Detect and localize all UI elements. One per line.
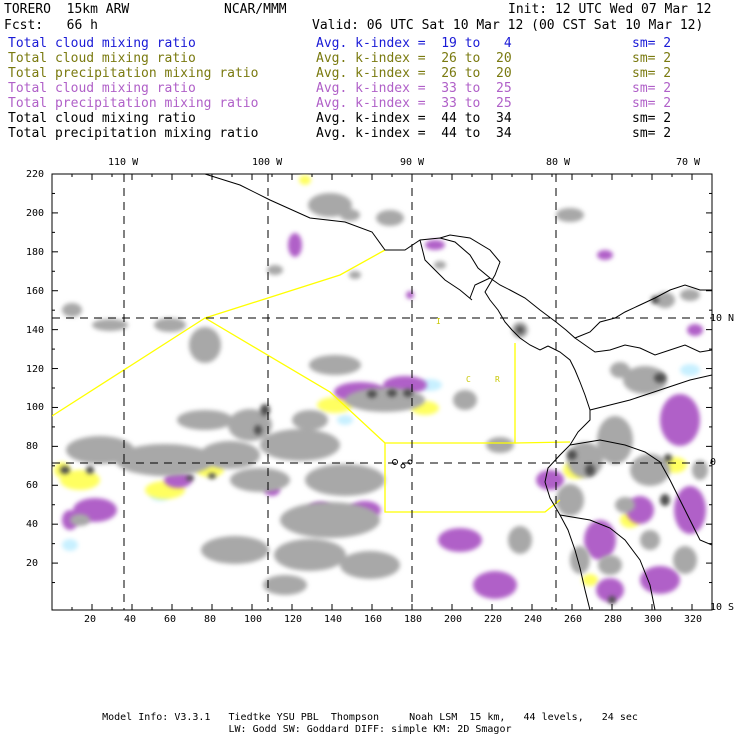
field-name: Total cloud mixing ratio [8, 111, 196, 126]
x-tick-label: 180 [404, 614, 423, 625]
field-kindex: Avg. k-index = 33 to 25 [316, 96, 512, 111]
field-smoothing: sm= 2 [632, 111, 672, 126]
field-kindex: Avg. k-index = 33 to 25 [316, 81, 512, 96]
model-info-line2: LW: Godd SW: Goddard DIFF: simple KM: 2D… [228, 724, 512, 735]
coastlines [204, 174, 712, 610]
x-tick-label: 80 [204, 614, 217, 625]
longitude-label: 70 W [676, 157, 701, 168]
field-kindex: Avg. k-index = 26 to 20 [316, 51, 512, 66]
y-tick-label: 160 [26, 285, 45, 297]
field-kindex: Avg. k-index = 19 to 4 [316, 36, 512, 51]
y-tick-label: 180 [26, 246, 45, 258]
center-name: NCAR/MMM [224, 2, 287, 17]
forecast-hour: Fcst: 66 h [4, 18, 98, 33]
latitude-label: 0 [710, 457, 717, 468]
y-tick-label: 60 [26, 480, 39, 492]
y-tick-label: 120 [26, 363, 45, 375]
longitude-label: 90 W [400, 157, 425, 168]
latitude-label: 10 S [710, 602, 735, 613]
x-tick-label: 40 [124, 614, 137, 625]
field-smoothing: sm= 2 [632, 66, 672, 81]
map-label-r: R [495, 375, 500, 384]
x-tick-label: 260 [564, 614, 583, 625]
model-title: TORERO 15km ARW [4, 2, 130, 17]
longitude-label: 100 W [252, 157, 283, 168]
cloud-fields [52, 174, 712, 610]
field-smoothing: sm= 2 [632, 126, 672, 141]
map-label-i: I [436, 317, 441, 326]
valid-time: Valid: 06 UTC Sat 10 Mar 12 (00 CST Sat … [312, 18, 704, 33]
field-kindex: Avg. k-index = 26 to 20 [316, 66, 512, 81]
x-tick-label: 320 [684, 614, 703, 625]
x-tick-label: 60 [164, 614, 177, 625]
x-tick-label: 300 [644, 614, 663, 625]
field-smoothing: sm= 2 [632, 51, 672, 66]
longitude-label: 80 W [546, 157, 571, 168]
field-kindex: Avg. k-index = 44 to 34 [316, 126, 512, 141]
x-tick-label: 20 [84, 614, 97, 625]
x-tick-label: 200 [444, 614, 463, 625]
axis-ticks [52, 173, 713, 610]
field-name: Total precipitation mixing ratio [8, 96, 259, 111]
y-tick-label: 20 [26, 558, 39, 570]
x-tick-label: 240 [524, 614, 543, 625]
y-tick-label: 200 [26, 207, 45, 219]
field-name: Total cloud mixing ratio [8, 81, 196, 96]
field-smoothing: sm= 2 [632, 36, 672, 51]
field-smoothing: sm= 2 [632, 81, 672, 96]
map-label-c: C [466, 375, 471, 384]
longitude-label: 110 W [108, 157, 139, 168]
field-name: Total precipitation mixing ratio [8, 66, 259, 81]
y-tick-label: 40 [26, 519, 39, 531]
x-tick-label: 160 [364, 614, 383, 625]
field-kindex: Avg. k-index = 44 to 34 [316, 111, 512, 126]
boundary-lines [52, 249, 571, 513]
field-smoothing: sm= 2 [632, 96, 672, 111]
model-info-line1: Model Info: V3.3.1 Tiedtke YSU PBL Thomp… [102, 712, 638, 723]
lat-lon-grid [52, 174, 712, 610]
y-tick-label: 140 [26, 324, 45, 336]
latitude-label: 10 N [710, 313, 735, 324]
x-tick-label: 100 [244, 614, 263, 625]
init-time: Init: 12 UTC Wed 07 Mar 12 [508, 2, 712, 17]
x-tick-label: 120 [284, 614, 303, 625]
x-tick-label: 280 [604, 614, 623, 625]
field-name: Total cloud mixing ratio [8, 51, 196, 66]
y-tick-label: 220 [26, 169, 45, 180]
y-tick-label: 100 [26, 402, 45, 414]
field-name: Total cloud mixing ratio [8, 36, 196, 51]
field-name: Total precipitation mixing ratio [8, 126, 259, 141]
y-tick-label: 80 [26, 441, 39, 453]
x-tick-label: 220 [484, 614, 503, 625]
x-tick-label: 140 [324, 614, 343, 625]
